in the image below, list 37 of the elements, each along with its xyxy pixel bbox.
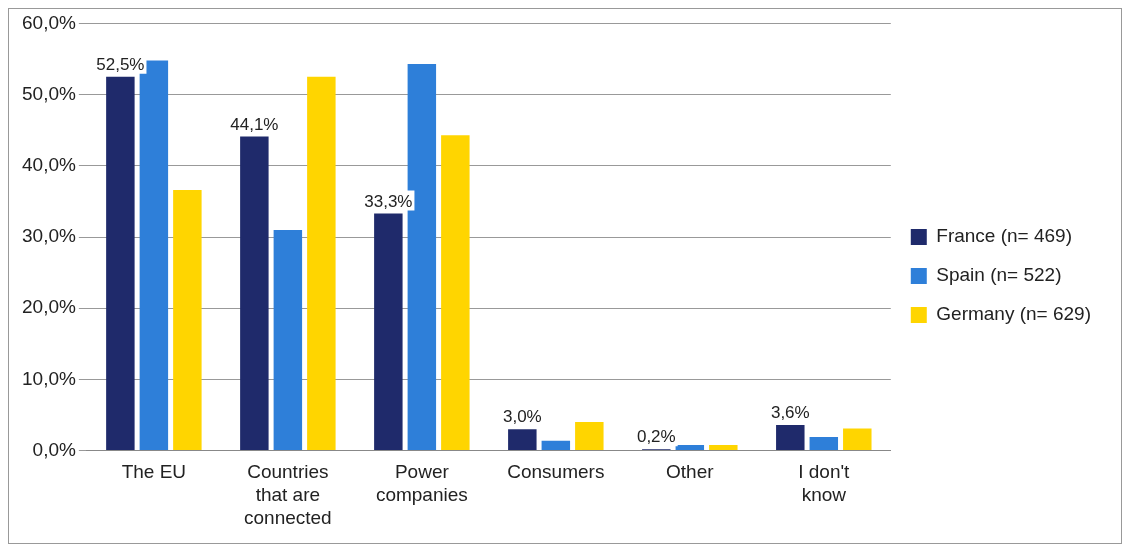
bar [809,437,839,451]
bar [843,428,872,451]
bar [240,136,269,451]
data-label: 0,2% [636,427,676,447]
x-tick-label: Power companies [375,461,468,506]
y-tick-label: 30,0% [22,225,76,247]
legend-label: Spain (n= 522) [936,264,1062,286]
bar [374,213,403,451]
bar [307,76,336,451]
y-tick-label: 50,0% [22,82,76,104]
data-label: 33,3% [364,191,413,211]
y-tick-label: 40,0% [22,154,76,176]
data-label: 3,0% [502,407,542,427]
bar [709,444,738,451]
bar [441,135,470,451]
y-tick-label: 60,0% [22,11,76,33]
data-label: 52,5% [96,54,145,74]
y-tick-label: 10,0% [22,367,76,389]
bar [508,429,537,451]
legend-label: France (n= 469) [936,225,1073,247]
data-label: 3,6% [770,403,810,423]
bar [173,190,202,451]
bar [273,229,303,451]
y-tick-label: 0,0% [32,438,76,460]
bar [541,440,571,451]
y-tick-label: 20,0% [22,296,76,318]
bar [106,76,135,451]
x-tick-label: I don't know [798,461,851,506]
data-label: 44,1% [230,114,279,134]
x-tick-label: Other [666,461,715,483]
x-tick-label: The EU [121,461,187,483]
x-tick-label: Consumers [507,461,605,483]
x-tick-label: Countries that are connected [244,461,332,528]
bar [776,424,805,451]
bar [675,444,705,451]
bar [575,422,604,451]
legend-label: Germany (n= 629) [936,303,1092,325]
